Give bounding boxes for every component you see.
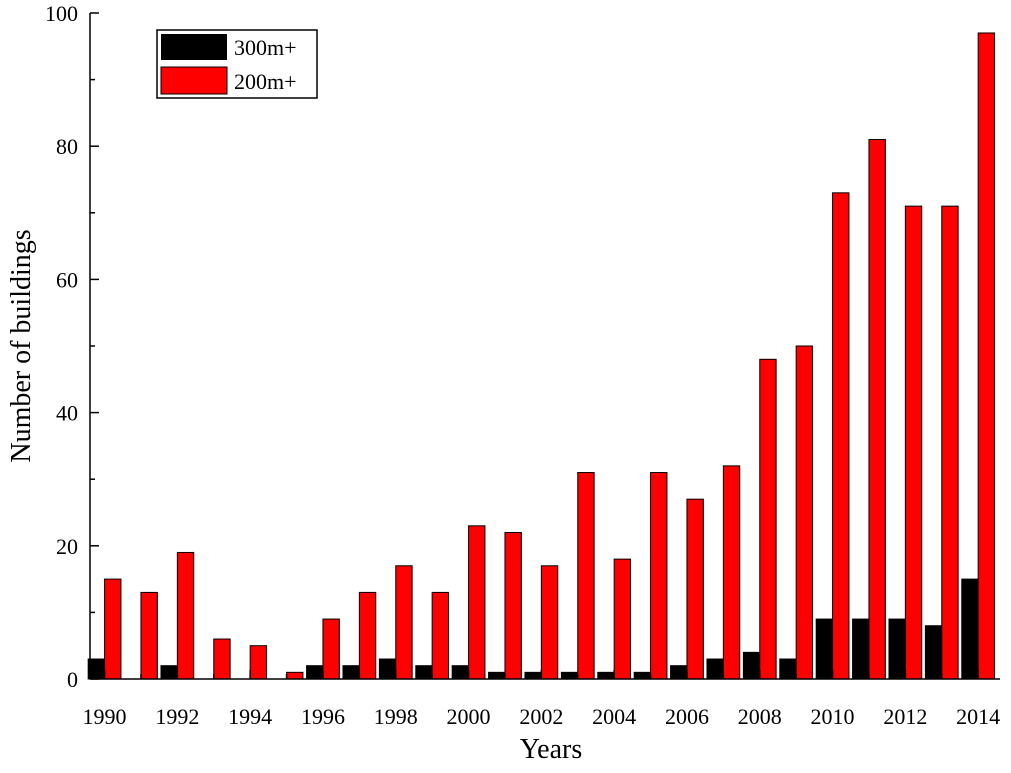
x-tick-label-2004: 2004 <box>592 704 636 729</box>
y-tick-label-0: 0 <box>67 667 78 692</box>
y-tick-label-100: 100 <box>45 1 78 26</box>
y-tick-label-40: 40 <box>56 401 78 426</box>
x-tick-label-2010: 2010 <box>811 704 855 729</box>
x-tick-label-2008: 2008 <box>738 704 782 729</box>
bar-300m-2000 <box>451 665 470 680</box>
bar-300m-1999 <box>415 665 433 680</box>
bar-200m-1994 <box>249 645 268 680</box>
x-tick-label-2002: 2002 <box>519 704 563 729</box>
x-tick-label-2006: 2006 <box>665 704 709 729</box>
bar-300m-2006 <box>670 665 688 680</box>
bars-layer <box>87 32 996 680</box>
y-tick-label-20: 20 <box>56 534 78 559</box>
x-tick-label-1990: 1990 <box>83 704 127 729</box>
bar-300m-1997 <box>342 665 360 680</box>
bar-200m-1991 <box>140 591 158 680</box>
bar-200m-1993 <box>213 638 231 680</box>
bar-200m-1997 <box>358 591 377 680</box>
bar-300m-2003 <box>560 671 579 680</box>
x-tick-label-1998: 1998 <box>374 704 418 729</box>
bar-200m-1998 <box>395 565 413 680</box>
axes-layer: 0 20 40 60 80 100 1990 1992 1994 1996 1998 2000 2002… <box>45 1 1000 729</box>
x-tick-label-2000: 2000 <box>447 704 491 729</box>
x-tick-label-1994: 1994 <box>228 704 272 729</box>
bar-300m-2005 <box>633 671 652 680</box>
y-tick-label-60: 60 <box>56 267 78 292</box>
bar-300m-1992 <box>160 665 178 680</box>
y-axis-title: Number of buildings <box>6 229 37 462</box>
x-tick-label-2012: 2012 <box>883 704 927 729</box>
bar-300m-2008 <box>742 651 761 680</box>
bar-300m-2009 <box>779 658 797 680</box>
bar-200m-2008 <box>759 358 777 680</box>
bar-200m-2002 <box>540 565 559 680</box>
bar-300m-2001 <box>488 671 506 680</box>
bar-300m-2014 <box>961 578 979 680</box>
bar-200m-1996 <box>322 618 340 680</box>
legend-swatch-200m <box>160 66 228 95</box>
bar-200m-2014 <box>977 32 996 680</box>
bar-200m-2007 <box>722 465 741 680</box>
x-tick-label-1992: 1992 <box>155 704 199 729</box>
bar-300m-2012 <box>888 618 906 680</box>
bar-200m-2001 <box>504 531 522 680</box>
bar-300m-1996 <box>306 665 324 680</box>
bar-300m-1998 <box>378 658 397 680</box>
bar-200m-1990 <box>104 578 122 680</box>
bar-200m-1995 <box>286 671 304 680</box>
bar-300m-2002 <box>524 671 542 680</box>
x-tick-label-1996: 1996 <box>301 704 345 729</box>
bar-300m-2010 <box>815 618 834 680</box>
legend: 300m+ 200m+ <box>156 29 318 99</box>
legend-label-300m: 300m+ <box>234 35 297 60</box>
x-axis-title: Years <box>520 734 583 765</box>
bar-200m-1999 <box>431 591 450 680</box>
bar-200m-2012 <box>904 205 923 680</box>
bar-200m-2011 <box>868 139 886 680</box>
bar-200m-2000 <box>468 525 486 680</box>
legend-label-200m: 200m+ <box>234 69 297 94</box>
bar-200m-1992 <box>176 551 195 680</box>
bar-200m-2004 <box>613 558 632 680</box>
bar-200m-2013 <box>941 205 959 680</box>
x-tick-label-2014: 2014 <box>956 704 1000 729</box>
bar-200m-2009 <box>795 345 814 680</box>
legend-swatch-300m <box>161 34 227 60</box>
y-tick-label-80: 80 <box>56 134 78 159</box>
bar-300m-2011 <box>852 618 870 680</box>
bar-300m-2004 <box>597 671 615 680</box>
bar-200m-2006 <box>686 498 704 680</box>
bar-200m-2003 <box>577 472 595 680</box>
bar-200m-2010 <box>832 192 850 680</box>
bar-300m-2007 <box>706 658 724 680</box>
bar-300m-2013 <box>924 625 943 680</box>
bar-200m-2005 <box>650 472 668 680</box>
